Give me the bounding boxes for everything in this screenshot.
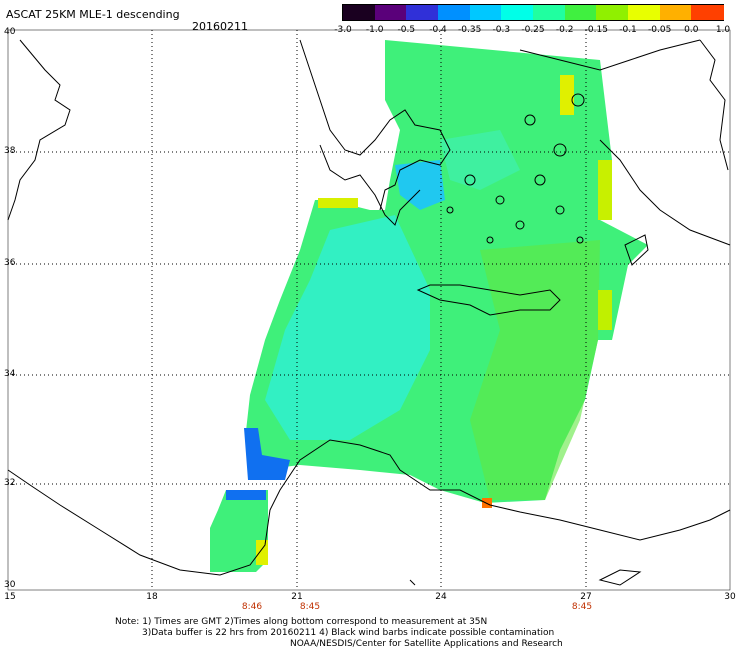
- island-2: [495, 195, 505, 205]
- swath-cyan-patch-east: [440, 130, 520, 190]
- coast-south-islands: [409, 569, 642, 586]
- note-line-1: Note: 1) Times are GMT 2)Times along bot…: [115, 617, 488, 627]
- island-10: [524, 114, 536, 126]
- swath-cyan-patch: [265, 215, 430, 440]
- lon-label-15: 15: [4, 592, 16, 602]
- colorbar-segment: [533, 5, 566, 20]
- lon-label-30: 30: [724, 592, 736, 602]
- island-7: [553, 143, 567, 157]
- coast-greece: [299, 39, 451, 211]
- island-8: [446, 206, 454, 214]
- lat-label-36: 36: [4, 258, 16, 268]
- coast-crete: [416, 284, 561, 316]
- colorbar-segment: [406, 5, 439, 20]
- island-5: [555, 205, 565, 215]
- island-11: [571, 93, 585, 107]
- lat-label-40: 40: [4, 27, 16, 37]
- island-4: [534, 174, 546, 186]
- colorbar-segment: [596, 5, 629, 20]
- coastlines: [7, 39, 731, 586]
- swath-yellow-1: [318, 198, 358, 208]
- note-line-2: 3)Data buffer is 22 hrs from 20160211 4)…: [142, 628, 555, 638]
- colorbar-segment: [374, 5, 408, 20]
- island-1: [464, 174, 476, 186]
- swath-southwest: [210, 490, 268, 572]
- island-9: [486, 236, 494, 244]
- colorbar-segment: [564, 5, 598, 20]
- swath-data: [210, 40, 648, 572]
- swath-cyan-patch-north: [395, 160, 445, 210]
- lon-label-18: 18: [146, 592, 158, 602]
- colorbar: [342, 4, 724, 21]
- coast-turkey: [519, 39, 731, 246]
- swath-blue-edge: [244, 428, 290, 480]
- colorbar-segment: [691, 5, 724, 20]
- coast-italy: [7, 39, 71, 221]
- time-label-3: 8:45: [571, 602, 593, 612]
- coast-rhodes: [624, 234, 649, 266]
- colorbar-segment: [469, 5, 503, 20]
- island-6: [576, 236, 584, 244]
- lat-label-34: 34: [4, 369, 16, 379]
- lat-label-38: 38: [4, 146, 16, 156]
- map-frame: [7, 29, 731, 591]
- colorbar-segment: [501, 5, 534, 20]
- graticule: [8, 30, 730, 590]
- coast-east: [699, 39, 729, 171]
- swath-yellow-2: [560, 75, 574, 115]
- lat-label-30: 30: [4, 580, 16, 590]
- coast-peloponnese: [319, 144, 421, 226]
- time-label-1: 8:46: [241, 602, 263, 612]
- swath-east-band: [470, 240, 600, 500]
- colorbar-segment: [628, 5, 661, 20]
- coast-libya: [7, 439, 731, 576]
- colorbar-segment: [343, 5, 376, 20]
- swath-yellow-4: [598, 290, 612, 330]
- lon-label-21: 21: [291, 592, 303, 602]
- swath-sw-blue: [226, 490, 266, 500]
- time-label-2: 8:45: [299, 602, 321, 612]
- island-3: [515, 220, 525, 230]
- lon-label-24: 24: [435, 592, 447, 602]
- map-title: ASCAT 25KM MLE-1 descending: [6, 8, 180, 21]
- colorbar-segment: [438, 5, 471, 20]
- note-line-3: NOAA/NESDIS/Center for Satellite Applica…: [290, 639, 563, 649]
- lat-label-32: 32: [4, 478, 16, 488]
- lon-label-27: 27: [580, 592, 592, 602]
- swath-yellow-3: [598, 160, 612, 220]
- colorbar-segment: [659, 5, 693, 20]
- swath-sw-yellow: [256, 540, 268, 565]
